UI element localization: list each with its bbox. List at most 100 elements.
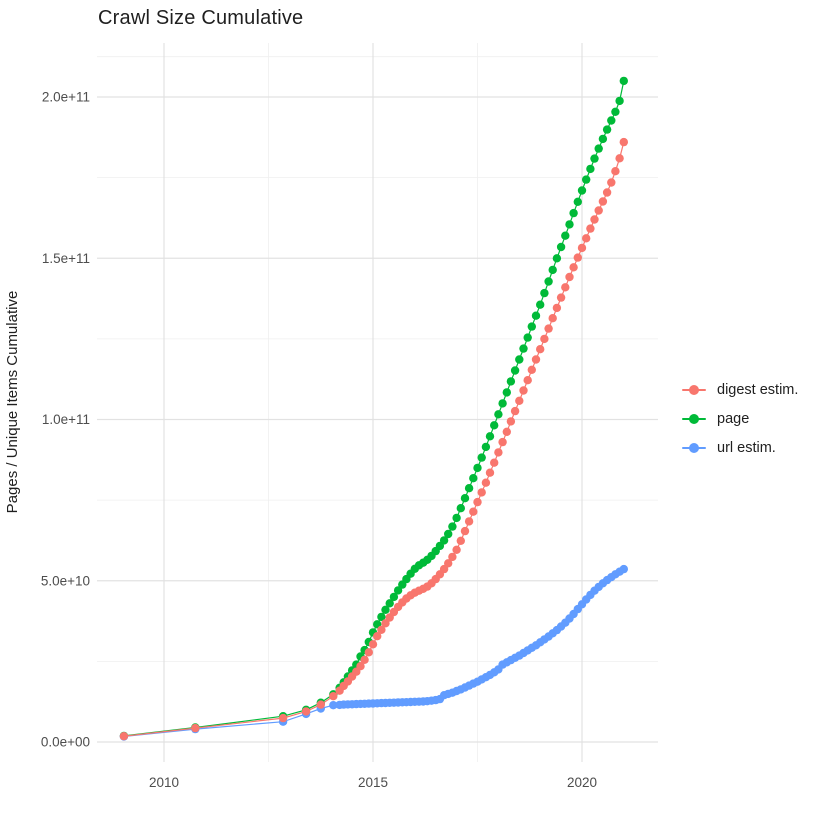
data-point: [573, 253, 582, 262]
data-point: [477, 453, 486, 462]
data-point: [460, 526, 470, 536]
data-point: [191, 723, 200, 733]
data-point: [494, 448, 503, 457]
data-point: [536, 345, 545, 354]
data-point: [460, 494, 470, 503]
data-point: [510, 406, 520, 416]
data-point: [544, 324, 553, 333]
data-point: [377, 612, 386, 622]
data-point: [452, 545, 461, 554]
data-point: [523, 376, 532, 385]
data-point: [439, 564, 449, 574]
data-point: [278, 713, 288, 723]
data-point: [531, 355, 541, 364]
data-point: [515, 355, 524, 364]
data-point: [301, 707, 311, 716]
data-point: [506, 417, 516, 426]
data-point: [368, 640, 378, 649]
data-point: [615, 154, 624, 163]
data-point: [548, 314, 557, 323]
data-point: [619, 137, 628, 147]
legend-label: page: [717, 411, 750, 427]
data-point: [552, 303, 562, 313]
data-point: [577, 186, 587, 195]
data-point: [473, 463, 482, 473]
data-point: [452, 513, 461, 523]
y-tick-label: 2.0e+11: [42, 90, 90, 105]
data-point: [356, 662, 365, 671]
data-point: [611, 107, 620, 117]
data-point: [607, 116, 616, 125]
y-tick-label: 1.0e+11: [42, 412, 90, 427]
data-point: [598, 197, 608, 206]
data-point: [569, 208, 578, 218]
data-point: [485, 468, 495, 477]
data-point: [448, 552, 457, 562]
data-point: [527, 365, 536, 374]
data-point: [316, 700, 325, 709]
legend-label: url estim.: [717, 440, 776, 456]
data-point: [464, 517, 474, 526]
data-point: [536, 300, 545, 309]
data-point: [439, 536, 449, 545]
data-point: [519, 344, 528, 353]
data-point: [540, 334, 549, 344]
data-point: [506, 377, 516, 386]
data-point: [556, 293, 566, 302]
legend-item-digest-estim: digest estim.: [682, 381, 798, 399]
data-point: [544, 277, 553, 286]
data-point: [569, 263, 578, 272]
data-point: [510, 366, 520, 375]
data-point: [582, 175, 591, 184]
data-point: [556, 242, 566, 252]
data-point: [502, 427, 511, 436]
legend-item-page: page: [682, 410, 798, 428]
data-point: [531, 311, 541, 320]
data-point: [473, 497, 482, 507]
y-tick-label: 1.5e+11: [42, 251, 90, 266]
legend: digest estim. page url estim.: [682, 381, 798, 468]
y-tick-label: 5.0e+10: [41, 573, 90, 588]
data-point: [577, 243, 587, 253]
data-point: [619, 564, 628, 574]
data-point: [456, 504, 465, 513]
data-point: [393, 586, 403, 595]
data-point: [515, 396, 524, 405]
legend-label: digest estim.: [717, 382, 799, 398]
data-point: [360, 655, 369, 664]
data-point: [373, 632, 382, 641]
data-point: [615, 96, 624, 106]
data-point: [364, 648, 373, 657]
data-point: [594, 206, 603, 215]
data-point: [385, 599, 394, 608]
data-point: [519, 386, 528, 395]
data-point: [590, 215, 599, 224]
data-point: [329, 692, 338, 701]
data-point: [481, 478, 491, 487]
data-point: [381, 605, 390, 614]
data-point: [561, 231, 570, 240]
data-point: [590, 154, 599, 163]
data-point: [490, 421, 499, 430]
series-url-estim: [119, 564, 628, 741]
data-point: [594, 144, 603, 153]
data-point: [498, 437, 507, 447]
series-digest-estim: [119, 137, 628, 741]
data-point: [540, 288, 549, 298]
chart-title: Crawl Size Cumulative: [98, 7, 304, 29]
data-point: [469, 507, 478, 516]
data-point: [561, 283, 570, 292]
data-point: [477, 488, 486, 497]
legend-key-digest: [682, 383, 706, 397]
legend-point-icon: [689, 414, 699, 424]
data-point: [481, 442, 491, 452]
data-point: [119, 732, 129, 741]
data-point: [490, 458, 499, 467]
data-point: [444, 529, 453, 539]
data-point: [573, 197, 582, 206]
data-point: [565, 220, 574, 229]
data-point: [494, 410, 503, 419]
data-point: [485, 432, 495, 441]
